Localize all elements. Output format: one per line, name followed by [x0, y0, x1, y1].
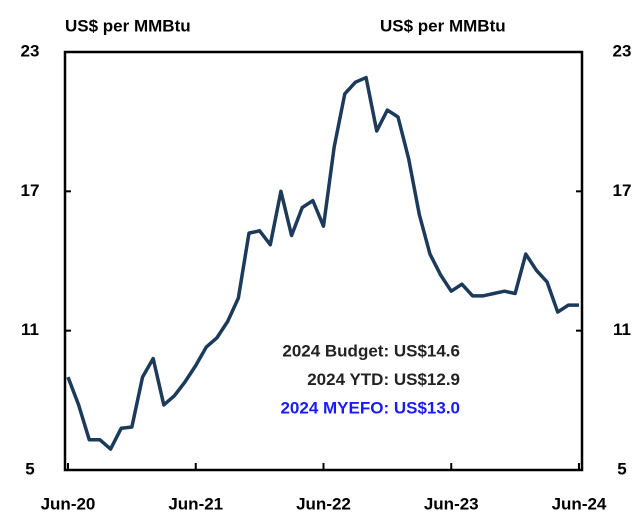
- y-tick-label: 23: [21, 41, 40, 60]
- annotation: 2024 Budget: US$14.6: [282, 341, 460, 360]
- y2-axis-label: US$ per MMBtu: [380, 16, 506, 35]
- y2-tick-label: 23: [613, 41, 632, 60]
- x-tick-label: Jun-20: [41, 494, 96, 513]
- x-tick-label: Jun-23: [424, 494, 479, 513]
- y-tick-label: 5: [25, 459, 34, 478]
- y-axis-label: US$ per MMBtu: [65, 16, 191, 35]
- y2-tick-label: 17: [613, 181, 632, 200]
- x-tick-label: Jun-21: [168, 494, 223, 513]
- line-series: [66, 75, 579, 451]
- y-tick-label: 11: [21, 320, 39, 339]
- annotation: 2024 YTD: US$12.9: [307, 370, 460, 389]
- y-tick-label: 17: [21, 181, 40, 200]
- x-tick-label: Jun-24: [552, 494, 607, 513]
- annotation: 2024 MYEFO: US$13.0: [280, 398, 460, 417]
- y2-tick-label: 11: [613, 320, 631, 339]
- y2-tick-label: 5: [617, 459, 626, 478]
- x-tick-label: Jun-22: [296, 494, 351, 513]
